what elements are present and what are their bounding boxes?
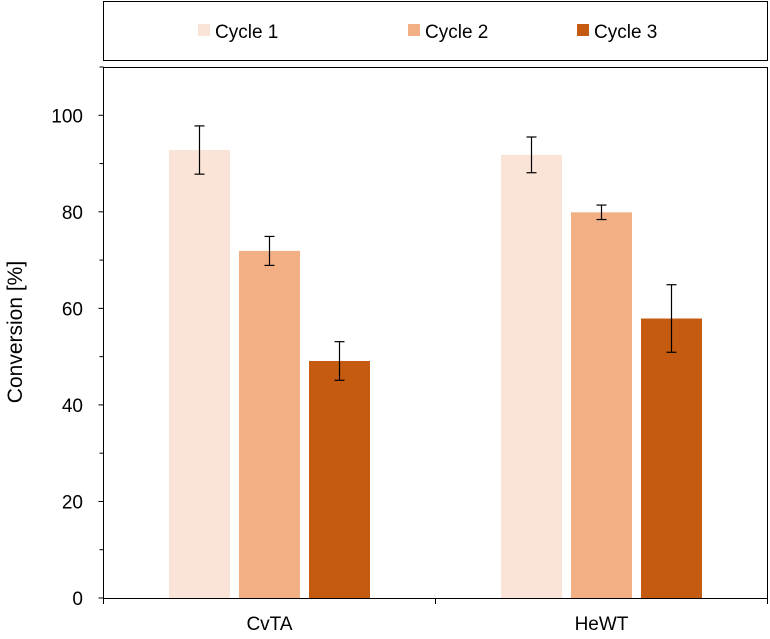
legend-swatch (577, 24, 589, 36)
legend-label: Cycle 1 (215, 22, 278, 43)
x-tick-label: HeWT (575, 614, 629, 634)
y-tick-label: 40 (62, 396, 83, 417)
y-tick-label: 60 (62, 299, 83, 320)
legend-label: Cycle 2 (425, 22, 488, 43)
bar-HeWT-cycle-1 (501, 154, 562, 598)
x-tick-label: CvTA (246, 614, 292, 634)
y-tick-label: 100 (51, 106, 83, 127)
bar-CvTA-cycle-1 (169, 150, 230, 598)
bar-HeWT-cycle-3 (641, 318, 702, 598)
y-tick-label: 0 (72, 589, 83, 610)
bar-HeWT-cycle-2 (571, 212, 632, 598)
bar-CvTA-cycle-3 (309, 360, 370, 598)
y-axis-label: Conversion [%] (4, 261, 27, 403)
y-tick-label: 80 (62, 203, 83, 224)
y-tick-label: 20 (62, 492, 83, 513)
legend-swatch (198, 24, 210, 36)
legend-swatch (408, 24, 420, 36)
legend-label: Cycle 3 (594, 22, 657, 43)
legend-box (103, 1, 768, 61)
bar-CvTA-cycle-2 (239, 250, 300, 598)
legend: Cycle 1 Cycle 2 Cycle 3 (103, 1, 768, 61)
